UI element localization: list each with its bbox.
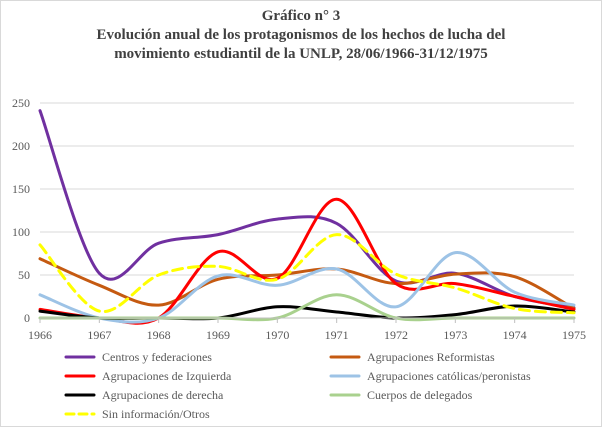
x-tick-label-1972: 1972 — [384, 328, 408, 342]
series-line-agrupaciones-catolicas-peronistas — [38, 251, 576, 324]
y-tick-label-250: 250 — [12, 96, 30, 110]
y-tick-label-150: 150 — [12, 182, 30, 196]
series-line-centros-y-federaciones — [38, 109, 576, 310]
legend: Centros y federaciones Agrupaciones Refor… — [64, 350, 531, 421]
legend-label-sin-informacion-otros: Sin información/Otros — [102, 407, 210, 421]
y-tick-label-200: 200 — [12, 139, 30, 153]
x-tick-label-1975: 1975 — [562, 328, 586, 342]
legend-label-agrupaciones-de-derecha: Agrupaciones de derecha — [102, 388, 224, 402]
y-tick-label-0: 0 — [24, 311, 30, 325]
series-layer — [38, 109, 576, 325]
chart-title-line-2: Evolución anual de los protagonismos de … — [96, 27, 506, 43]
legend-label-centros-y-federaciones: Centros y federaciones — [102, 350, 212, 364]
legend-label-agrupaciones-reformistas: Agrupaciones Reformistas — [367, 350, 495, 364]
chart-title-line-3: movimiento estudiantil de la UNLP, 28/06… — [114, 46, 488, 62]
legend-label-agrupaciones-de-izquierda: Agrupaciones de Izquierda — [102, 369, 232, 383]
chart-title-line-1: Gráfico n° 3 — [261, 8, 341, 24]
y-tick-label-50: 50 — [18, 268, 30, 282]
series-line-agrupaciones-reformistas — [38, 257, 576, 310]
legend-label-cuerpos-de-delegados: Cuerpos de delegados — [367, 388, 473, 402]
x-tick-label-1971: 1971 — [325, 328, 349, 342]
x-tick-label-1969: 1969 — [206, 328, 230, 342]
x-tick-label-1966: 1966 — [28, 328, 52, 342]
grid-layer — [40, 102, 574, 276]
axis-layer: 0 50 100 150 200 250 1966 1967 1968 1969 1970 1971 1… — [12, 96, 586, 342]
x-tick-label-1973: 1973 — [443, 328, 467, 342]
series-line-sin-informacion-otros — [38, 233, 576, 315]
x-tick-label-1974: 1974 — [503, 328, 527, 342]
x-tick-label-1967: 1967 — [87, 328, 111, 342]
x-tick-label-1968: 1968 — [147, 328, 171, 342]
x-tick-label-1970: 1970 — [265, 328, 289, 342]
y-tick-label-100: 100 — [12, 225, 30, 239]
legend-label-agrupaciones-catolicas-peronistas: Agrupaciones católicas/peronistas — [367, 369, 531, 383]
